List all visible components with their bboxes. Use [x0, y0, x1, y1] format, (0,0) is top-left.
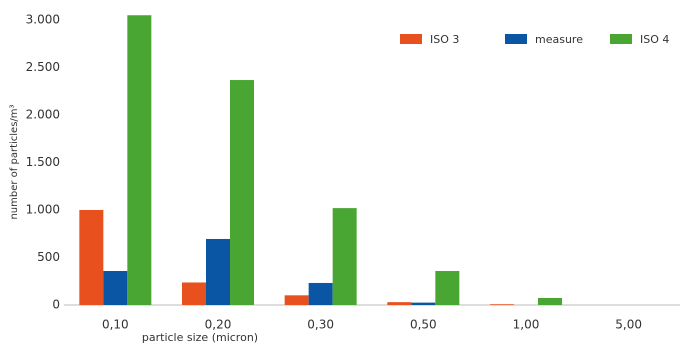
bar — [127, 15, 152, 305]
y-tick-label: 1.500 — [26, 155, 60, 169]
bar — [308, 282, 333, 305]
legend-label: ISO 3 — [430, 33, 459, 46]
x-tick-label: 0,30 — [307, 318, 334, 332]
y-tick-label: 3.000 — [26, 13, 60, 27]
y-tick-label: 2.500 — [26, 60, 60, 74]
bar — [206, 238, 230, 305]
bar — [332, 208, 357, 305]
bar — [79, 210, 104, 305]
bar — [538, 297, 562, 305]
bar — [411, 302, 436, 305]
legend-swatch — [505, 34, 527, 44]
bar — [387, 302, 412, 305]
legend-label: measure — [535, 33, 583, 46]
legend-label: ISO 4 — [640, 33, 669, 46]
bar — [103, 270, 128, 305]
bar — [435, 270, 460, 305]
legend-swatch — [610, 34, 632, 44]
y-tick-label: 500 — [37, 250, 60, 264]
x-tick-label: 5,00 — [615, 318, 642, 332]
y-tick-label: 1.000 — [26, 203, 60, 217]
bar — [284, 295, 309, 305]
x-axis-label: particle size (micron) — [142, 331, 258, 344]
y-tick-label: 0 — [52, 298, 60, 312]
bar — [182, 282, 206, 305]
legend-swatch — [400, 34, 422, 44]
x-tick-label: 0,10 — [102, 318, 129, 332]
x-tick-label: 1,00 — [513, 318, 540, 332]
bar — [490, 304, 514, 305]
x-tick-label: 0,50 — [410, 318, 437, 332]
x-tick-label: 0,20 — [205, 318, 232, 332]
y-axis-label: number of particles/m³ — [9, 104, 20, 219]
y-tick-label: 2.000 — [26, 108, 60, 122]
bar — [230, 80, 254, 305]
